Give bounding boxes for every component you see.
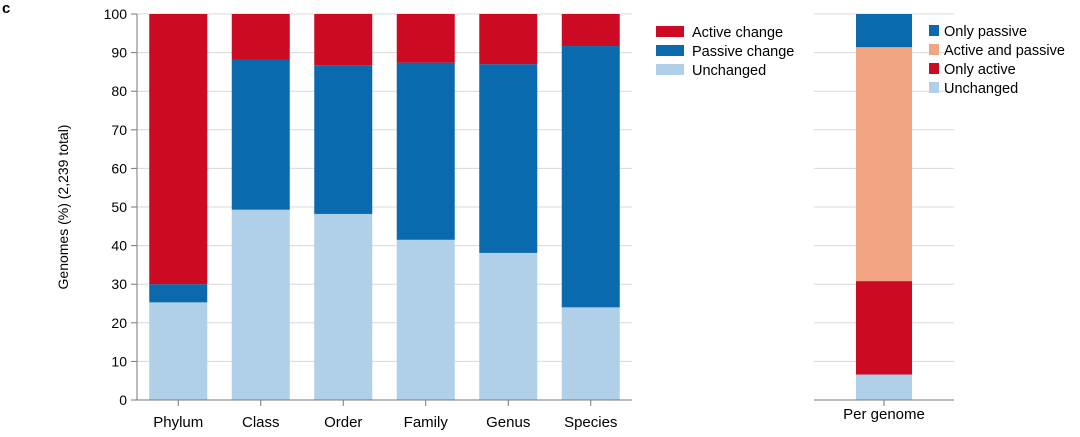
bar-segment-species-passive-change (561, 46, 620, 308)
left-y-tick-label: 80 (111, 83, 127, 99)
left-bars (149, 14, 620, 400)
right-legend: Only passive Active and passive Only activ… (929, 24, 1065, 97)
legend-label-passive-change: Passive change (692, 44, 794, 60)
legend-swatch-only-passive (929, 25, 939, 36)
bar-segment-species-active-change (561, 14, 620, 47)
bar-segment-order-passive-change (314, 65, 373, 214)
x-tick-label-per-genome: Per genome (843, 406, 925, 423)
right-axis: Per genome (814, 399, 954, 423)
legend-label-active-and-passive: Active and passive (944, 43, 1065, 59)
legend-label-only-passive: Only passive (944, 24, 1027, 40)
legend-label-only-active: Only active (944, 62, 1016, 78)
legend-label-unchanged: Unchanged (692, 63, 766, 79)
left-y-tick-label: 90 (111, 45, 127, 61)
bar-segment-family-unchanged (396, 239, 455, 400)
left-axis: 0 10 20 30 40 50 60 70 80 90 100 Phylum Class Order Fa… (104, 6, 632, 431)
right-bars (856, 14, 912, 400)
bar-segment-order-active-change (314, 14, 373, 66)
left-y-tick-label: 60 (111, 160, 127, 176)
bar-segment-family-active-change (396, 14, 455, 63)
left-y-tick-label: 0 (119, 392, 127, 408)
x-tick-label-order: Order (324, 414, 362, 431)
x-tick-label-species: Species (564, 414, 617, 431)
legend-swatch-unchanged (656, 64, 684, 75)
bar-segment-species-unchanged (561, 307, 620, 400)
bar-segment-class-active-change (231, 14, 290, 60)
legend-label-active-change: Active change (692, 25, 783, 41)
legend-swatch-active-change (656, 26, 684, 37)
bar-segment-genus-unchanged (479, 252, 538, 400)
left-y-axis-label: Genomes (%) (2,239 total) (55, 125, 71, 290)
left-y-tick-label: 100 (104, 6, 128, 22)
left-y-tick-label: 40 (111, 238, 127, 254)
x-tick-label-class: Class (242, 414, 280, 431)
x-tick-label-genus: Genus (486, 414, 530, 431)
left-y-tick-label: 20 (111, 315, 127, 331)
panel-label: c (2, 0, 10, 17)
bar-segment-phylum-passive-change (149, 284, 208, 303)
bar-segment-genus-passive-change (479, 64, 538, 253)
left-y-tick-label: 10 (111, 353, 127, 369)
x-tick-label-family: Family (404, 414, 449, 431)
legend-label-unchanged: Unchanged (944, 81, 1018, 97)
bar-segment-per-genome-only-active (856, 281, 912, 375)
bar-segment-per-genome-active-and-passive (856, 47, 912, 282)
legend-swatch-unchanged (929, 82, 939, 93)
bar-segment-genus-active-change (479, 14, 538, 65)
left-grid (137, 13, 632, 362)
legend-swatch-only-active (929, 63, 939, 74)
bar-segment-class-unchanged (231, 209, 290, 400)
left-y-tick-label: 50 (111, 199, 127, 215)
bar-segment-phylum-unchanged (149, 302, 208, 400)
legend-swatch-passive-change (656, 45, 684, 56)
bar-segment-order-unchanged (314, 213, 373, 400)
left-y-tick-label: 70 (111, 122, 127, 138)
bar-segment-class-passive-change (231, 59, 290, 210)
x-tick-label-phylum: Phylum (153, 414, 203, 431)
bar-segment-per-genome-unchanged (856, 374, 912, 400)
legend-swatch-active-and-passive (929, 44, 939, 55)
left-legend: Active change Passive change Unchanged (656, 25, 794, 79)
left-y-tick-label: 30 (111, 276, 127, 292)
bar-segment-phylum-active-change (149, 14, 208, 285)
bar-segment-per-genome-only-passive (856, 14, 912, 48)
bar-segment-family-passive-change (396, 62, 455, 240)
